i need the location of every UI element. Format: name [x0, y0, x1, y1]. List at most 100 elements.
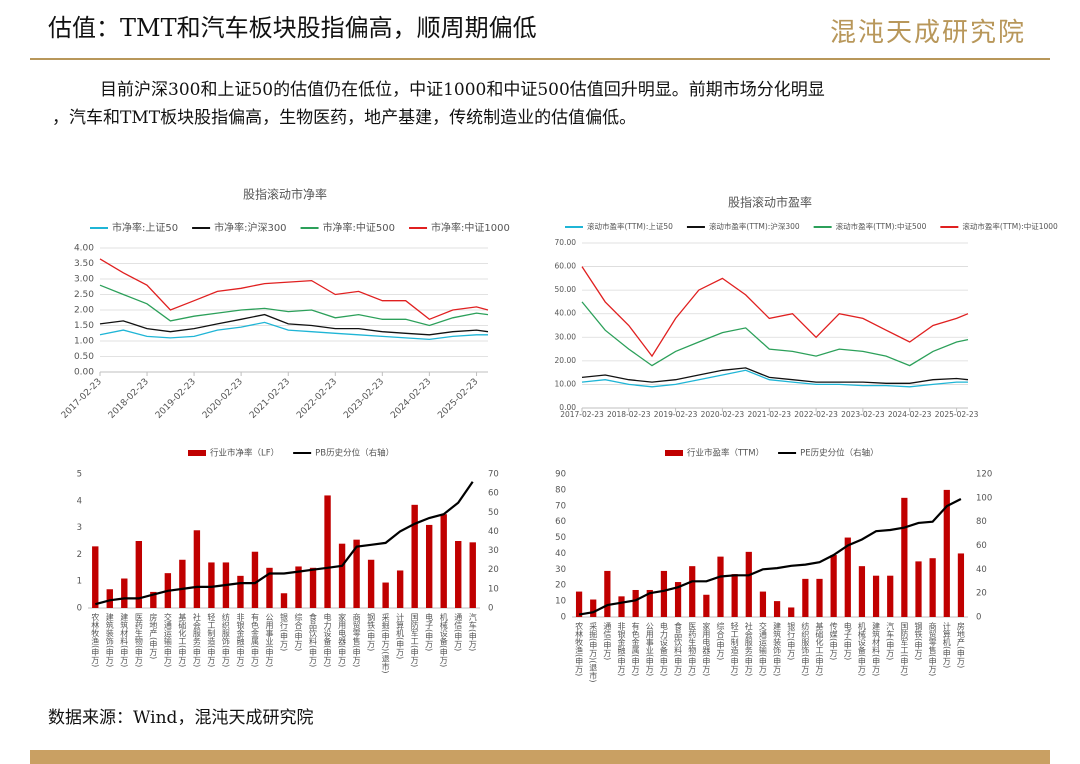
y-tick-label: 30: [555, 565, 566, 575]
bar: [802, 578, 809, 617]
bar: [309, 567, 317, 608]
bar: [674, 582, 682, 617]
y-tick-label: 0.00: [74, 368, 94, 378]
y-tick-label: 3.50: [74, 259, 94, 269]
y-tick-label: 0.50: [74, 352, 94, 362]
x-tick-label: 2017-02-23: [60, 377, 104, 421]
x-tick-label: 电力设备(申万): [659, 621, 668, 676]
y2-tick-label: 40: [976, 565, 987, 575]
y-tick-label: 0.00: [559, 403, 576, 412]
y-tick-label: 3: [77, 523, 82, 533]
x-tick-label: 2023-02-23: [841, 410, 885, 419]
y-tick-label: 40.00: [555, 309, 577, 318]
legend-swatch: [188, 450, 206, 456]
x-tick-label: 钢铁(申万): [914, 621, 923, 660]
y2-tick-label: 70: [488, 470, 499, 480]
x-tick-label: 2019-02-23: [654, 410, 698, 419]
x-tick-label: 食品饮料(申万): [309, 612, 318, 667]
y2-tick-label: 0: [976, 613, 981, 623]
source: 数据来源：Wind，混沌天成研究院: [48, 708, 314, 728]
bar: [396, 570, 404, 608]
footer-bar: [30, 750, 1050, 764]
y-tick-label: 10: [555, 597, 566, 607]
series-line: [581, 367, 969, 384]
y2-tick-label: 20: [976, 589, 987, 599]
legend-label: 市净率:中证1000: [431, 221, 510, 234]
x-tick-label: 2025-02-23: [436, 377, 480, 421]
y-tick-label: 0: [77, 604, 82, 614]
x-tick-label: 2019-02-23: [154, 377, 198, 421]
bar: [929, 558, 936, 617]
y2-tick-label: 50: [488, 508, 499, 518]
bar: [660, 570, 668, 617]
x-tick-label: 农林牧渔(申万): [91, 612, 100, 667]
y-tick-label: 2.50: [74, 290, 94, 300]
x-tick-label: 建筑材料(申万): [872, 621, 881, 676]
slide-title: 估值：TMT和汽车板块股指偏高，顺周期偏低: [48, 14, 537, 42]
header-rule: [30, 58, 1050, 60]
bar: [632, 589, 639, 617]
y-tick-label: 2.00: [74, 306, 94, 316]
x-tick-label: 2023-02-23: [342, 377, 386, 421]
x-tick-label: 农林牧渔(申万): [575, 621, 584, 676]
bar: [338, 543, 346, 608]
y2-tick-label: 10: [488, 584, 499, 594]
bar: [237, 575, 244, 608]
bar: [830, 555, 837, 617]
x-tick-label: 轻工制造(申万): [207, 612, 216, 667]
bar: [745, 551, 752, 617]
legend-label: 行业市盈率（TTM）: [687, 448, 764, 459]
bar: [759, 591, 767, 617]
x-tick-label: 2018-02-23: [107, 377, 151, 421]
bar: [135, 541, 143, 608]
x-tick-label: 采掘(申万)(退市): [589, 621, 598, 682]
y-tick-label: 1.50: [74, 321, 94, 331]
y2-tick-label: 20: [488, 565, 499, 575]
y-tick-label: 60.00: [555, 262, 577, 271]
y-tick-label: 40: [555, 549, 566, 559]
y2-tick-label: 60: [488, 489, 499, 499]
bar: [425, 524, 433, 608]
bar: [604, 570, 611, 617]
bar: [251, 551, 259, 608]
y-tick-label: 1: [77, 577, 82, 587]
y-tick-label: 2: [77, 550, 82, 560]
series-line: [99, 313, 489, 336]
legend-label: 滚动市盈率(TTM):中证500: [836, 221, 927, 231]
bar: [575, 591, 583, 617]
y2-tick-label: 40: [488, 527, 499, 537]
bar: [618, 596, 625, 617]
x-tick-label: 银行(申万): [280, 612, 289, 651]
x-tick-label: 2024-02-23: [389, 377, 433, 421]
x-tick-label: 商贸零售(申万): [352, 612, 361, 667]
x-tick-label: 建筑装饰(申万): [105, 612, 114, 667]
bar: [121, 578, 128, 608]
y-tick-label: 20: [555, 581, 566, 591]
legend-label: 滚动市盈率(TTM):上证50: [587, 221, 673, 231]
y2-tick-label: 120: [976, 470, 992, 480]
x-tick-label: 纺织服饰(申万): [221, 612, 230, 667]
x-tick-label: 纺织服饰(申万): [801, 621, 810, 676]
bar: [915, 561, 922, 617]
x-tick-label: 机械设备(申万): [857, 621, 866, 676]
x-tick-label: 综合(申万): [294, 612, 303, 651]
x-tick-label: 机械设备(申万): [439, 612, 448, 667]
bar: [266, 567, 273, 608]
x-tick-label: 2020-02-23: [201, 377, 245, 421]
x-tick-label: 国防军工(申万): [900, 622, 909, 676]
y-tick-label: 5: [77, 470, 82, 480]
bar: [717, 556, 724, 617]
bar: [844, 537, 851, 617]
paragraph: 目前沪深300和上证50的估值仍在低位，中证1000和中证500估值回升明显。前…: [52, 76, 1042, 132]
bar: [295, 566, 302, 608]
x-tick-label: 基础化工(申万): [815, 621, 824, 676]
y2-tick-label: 60: [976, 541, 987, 551]
x-tick-label: 社会服务(申万): [192, 612, 201, 667]
y-tick-label: 80: [555, 485, 566, 495]
x-tick-label: 医药生物(申万): [134, 613, 143, 667]
bar: [353, 539, 360, 608]
x-tick-label: 2021-02-23: [248, 377, 292, 421]
x-tick-label: 2025-02-23: [935, 410, 979, 419]
x-tick-label: 国防军工(申万): [410, 613, 419, 667]
x-tick-label: 社会服务(申万): [744, 621, 753, 676]
